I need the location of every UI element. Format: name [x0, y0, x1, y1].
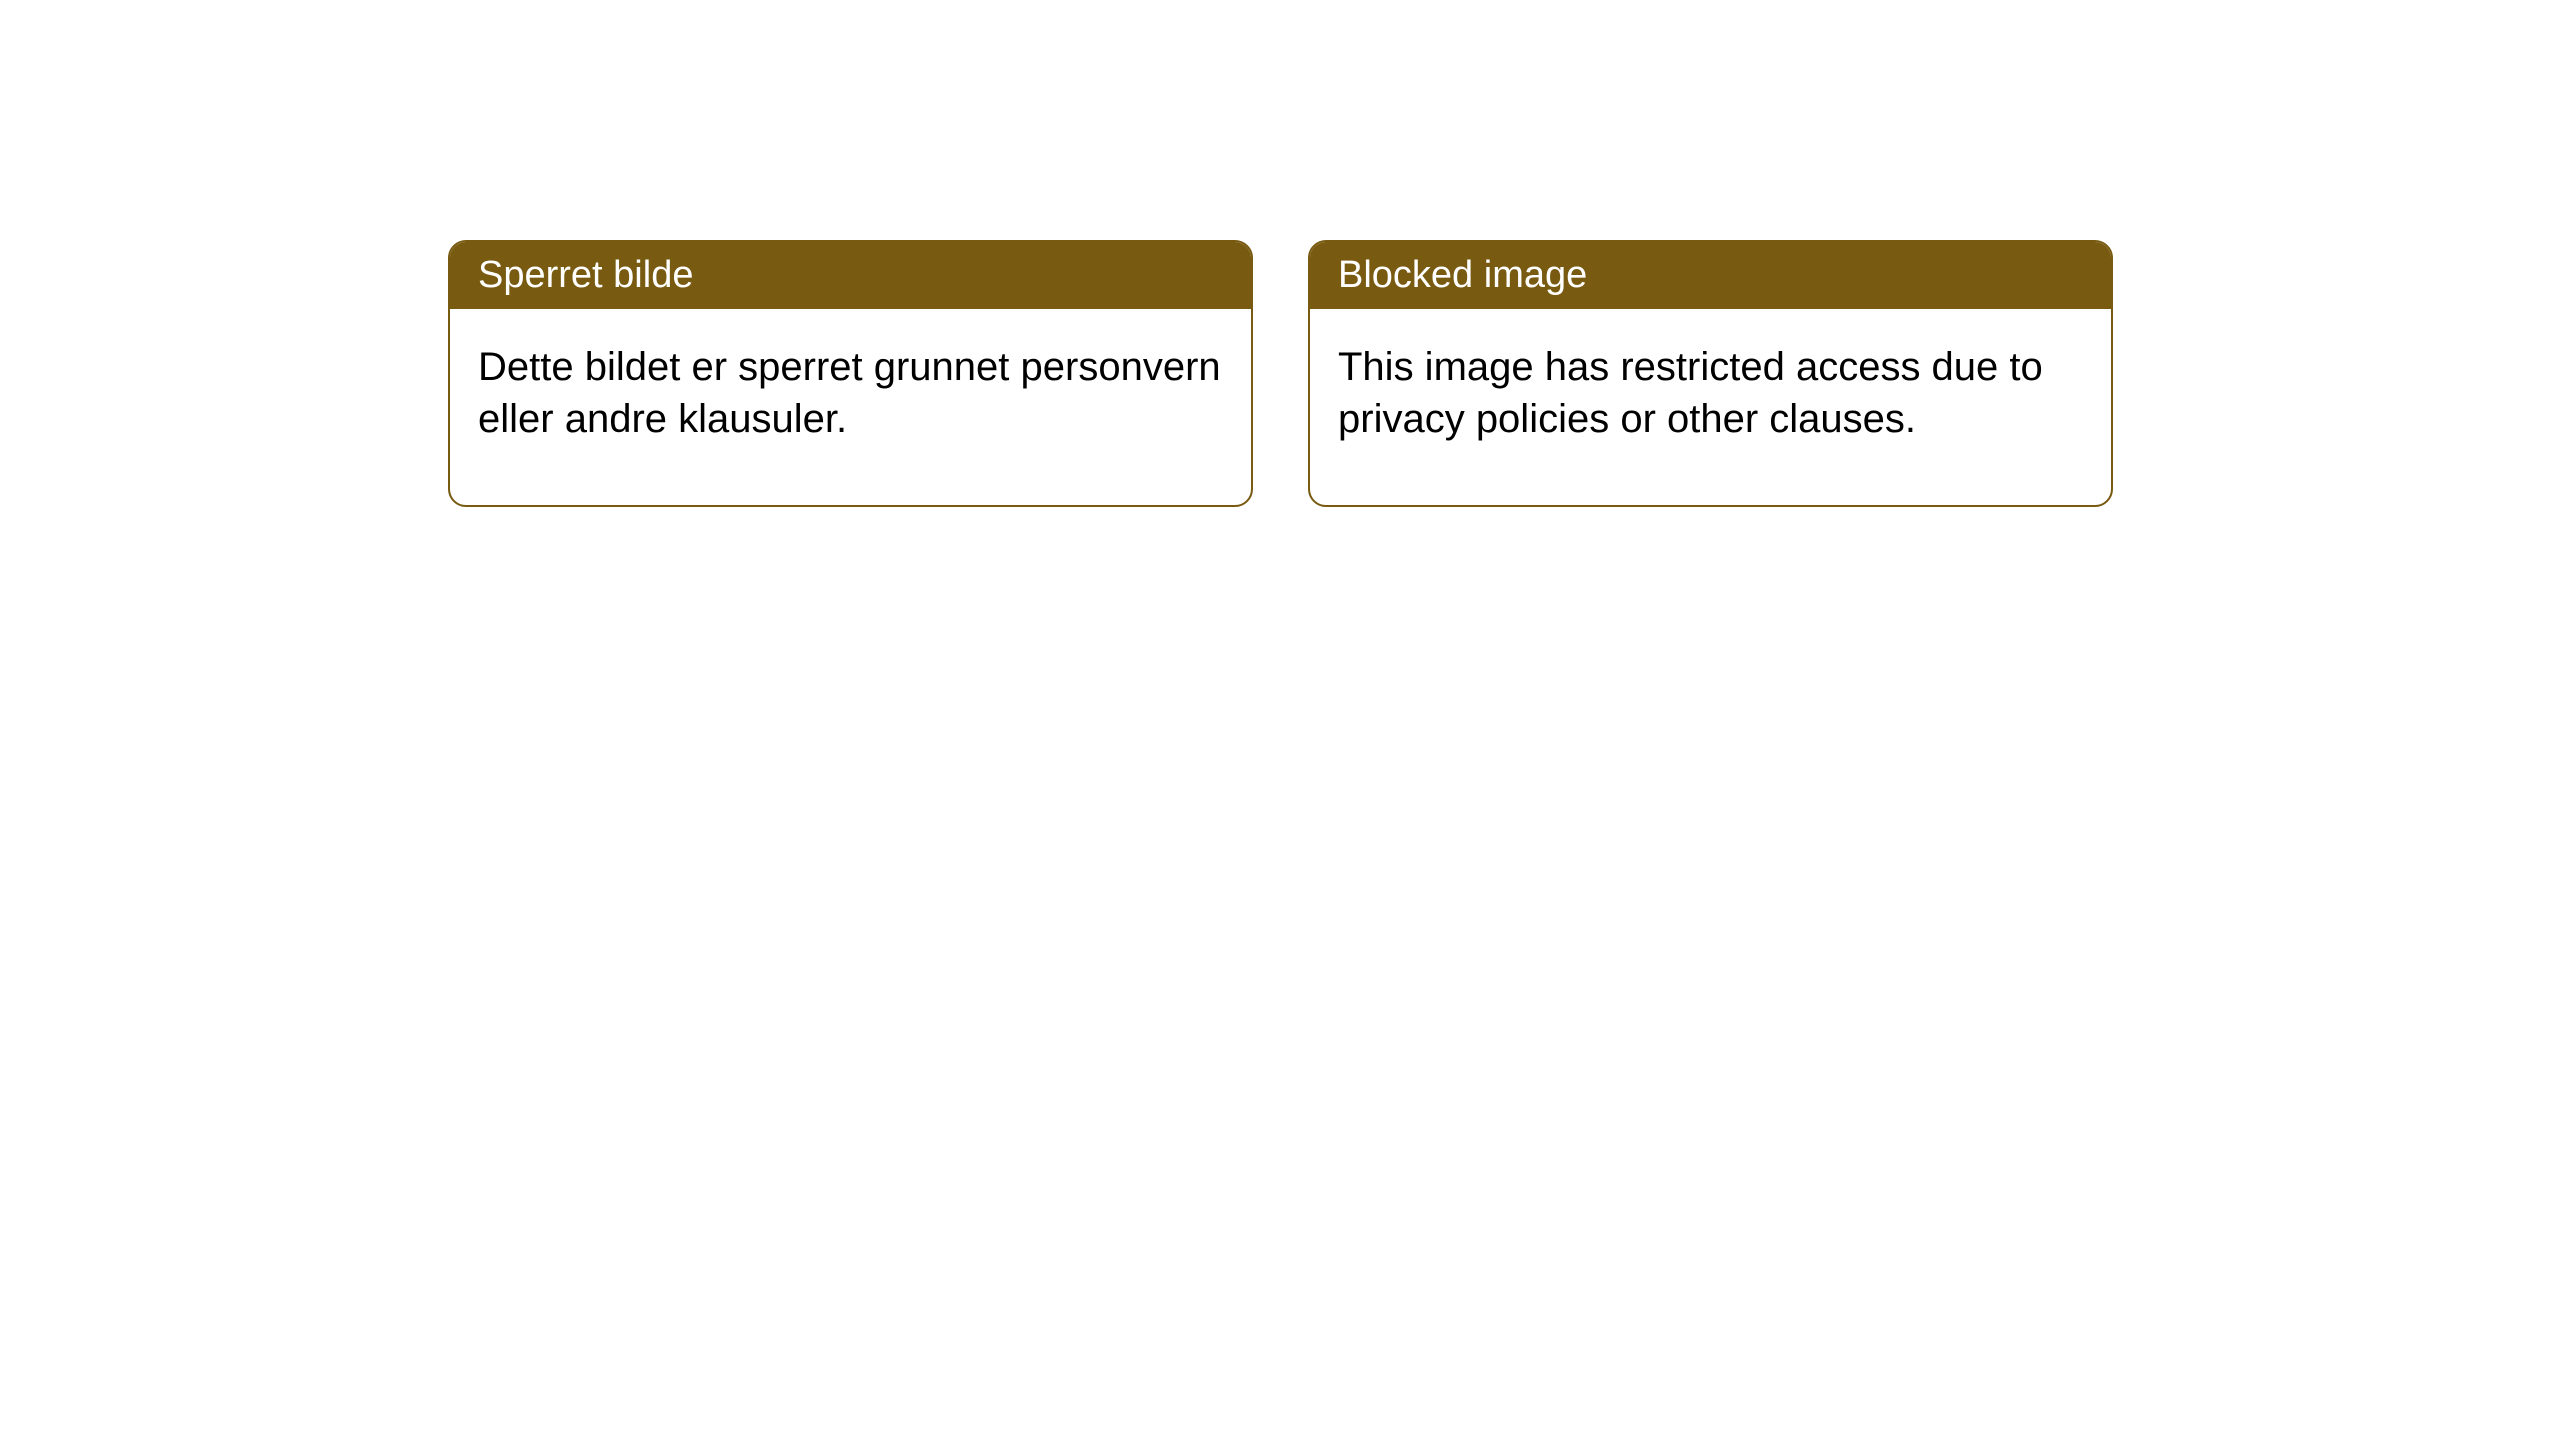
notice-header: Sperret bilde	[450, 242, 1251, 309]
notice-card-english: Blocked image This image has restricted …	[1308, 240, 2113, 507]
notice-title: Blocked image	[1338, 254, 1587, 296]
notice-body: Dette bildet er sperret grunnet personve…	[450, 309, 1251, 505]
notice-container: Sperret bilde Dette bildet er sperret gr…	[448, 240, 2113, 507]
notice-card-norwegian: Sperret bilde Dette bildet er sperret gr…	[448, 240, 1253, 507]
notice-body-text: This image has restricted access due to …	[1338, 345, 2043, 441]
notice-body: This image has restricted access due to …	[1310, 309, 2111, 505]
notice-body-text: Dette bildet er sperret grunnet personve…	[478, 345, 1221, 441]
notice-title: Sperret bilde	[478, 254, 693, 296]
notice-header: Blocked image	[1310, 242, 2111, 309]
